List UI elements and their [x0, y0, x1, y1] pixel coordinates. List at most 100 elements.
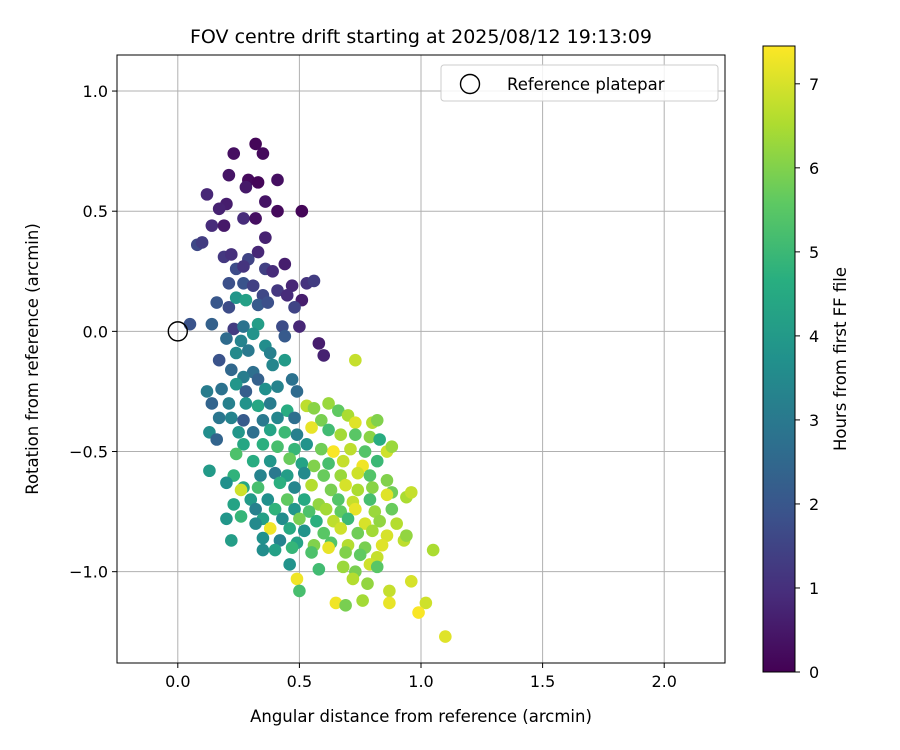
data-point [370, 454, 384, 468]
data-point [351, 526, 365, 540]
data-point [271, 411, 284, 425]
data-point [346, 572, 360, 586]
data-point [239, 385, 253, 398]
data-point [256, 147, 270, 160]
data-point [251, 399, 265, 413]
data-point [220, 476, 233, 490]
data-point [288, 502, 301, 516]
data-point [285, 279, 299, 293]
data-point [295, 457, 309, 470]
data-point [271, 204, 284, 218]
data-point [307, 401, 321, 415]
data-point [293, 584, 306, 598]
data-point [259, 231, 272, 244]
data-point [271, 284, 284, 297]
data-point [261, 296, 275, 309]
data-point [222, 301, 236, 314]
data-point [349, 502, 362, 516]
colorbar-tick-label: 5 [809, 243, 819, 262]
data-point [232, 425, 245, 439]
data-point [239, 293, 253, 307]
data-point [266, 358, 279, 372]
data-point [234, 510, 248, 523]
data-point [334, 469, 348, 482]
y-tick-label: −0.5 [69, 443, 108, 462]
data-point [220, 332, 233, 345]
y-axis-label: Rotation from reference (arcmin) [23, 223, 42, 495]
data-point [280, 493, 294, 506]
data-point [288, 411, 301, 425]
data-point [344, 442, 357, 456]
data-point [283, 558, 296, 571]
data-point [373, 433, 386, 446]
legend-marker [459, 73, 481, 95]
x-tick-label: 1.5 [530, 672, 555, 691]
data-point [210, 296, 224, 309]
data-point [263, 397, 277, 410]
data-point [278, 257, 292, 271]
data-point [278, 353, 292, 367]
data-point [305, 478, 318, 492]
data-point [366, 524, 379, 538]
data-point [205, 317, 219, 331]
data-point [212, 202, 226, 216]
colorbar-tick-label: 2 [809, 495, 819, 514]
data-point [273, 476, 287, 490]
y-tick-label: 1.0 [83, 82, 108, 101]
data-point [212, 353, 226, 367]
data-point [256, 543, 270, 557]
data-point [334, 428, 348, 441]
data-point [288, 301, 301, 314]
data-point [239, 397, 253, 410]
data-point [256, 531, 270, 545]
data-point [349, 416, 362, 429]
data-point [336, 560, 350, 574]
data-point [373, 514, 386, 528]
data-point [332, 493, 345, 506]
data-point [222, 168, 236, 182]
data-point [251, 373, 265, 386]
data-point [400, 529, 413, 542]
data-point [229, 377, 243, 391]
data-point [246, 327, 260, 341]
data-point [385, 440, 399, 454]
data-point [249, 137, 262, 151]
data-point [324, 483, 338, 497]
data-point [327, 445, 340, 458]
grid-lines [117, 55, 725, 663]
data-point [229, 291, 243, 305]
data-point [297, 493, 311, 506]
data-point [366, 481, 379, 494]
data-point [237, 277, 250, 290]
data-point [353, 548, 367, 562]
data-point [220, 512, 233, 526]
data-point [278, 425, 292, 439]
data-point [205, 397, 219, 410]
data-point [200, 385, 214, 398]
data-point [312, 337, 326, 350]
data-point [288, 481, 301, 494]
data-point [251, 298, 265, 312]
data-point [351, 466, 365, 480]
data-point [290, 385, 304, 398]
colorbar-tick-label: 7 [809, 75, 819, 94]
data-point [261, 493, 275, 506]
data-point [183, 317, 197, 331]
colorbar-tick-label: 6 [809, 159, 819, 178]
data-point [383, 584, 396, 598]
data-point [290, 572, 304, 586]
data-point [242, 344, 255, 357]
x-tick-label: 0.5 [287, 672, 312, 691]
data-point [305, 546, 318, 559]
data-point [307, 274, 321, 288]
legend: Reference platepar [440, 64, 719, 102]
data-point [302, 505, 316, 518]
data-point [212, 411, 226, 425]
data-point [227, 322, 241, 336]
data-point [249, 502, 262, 516]
data-point [217, 219, 231, 232]
x-tick-label: 2.0 [651, 672, 676, 691]
data-point [205, 219, 219, 232]
data-point [244, 493, 258, 506]
